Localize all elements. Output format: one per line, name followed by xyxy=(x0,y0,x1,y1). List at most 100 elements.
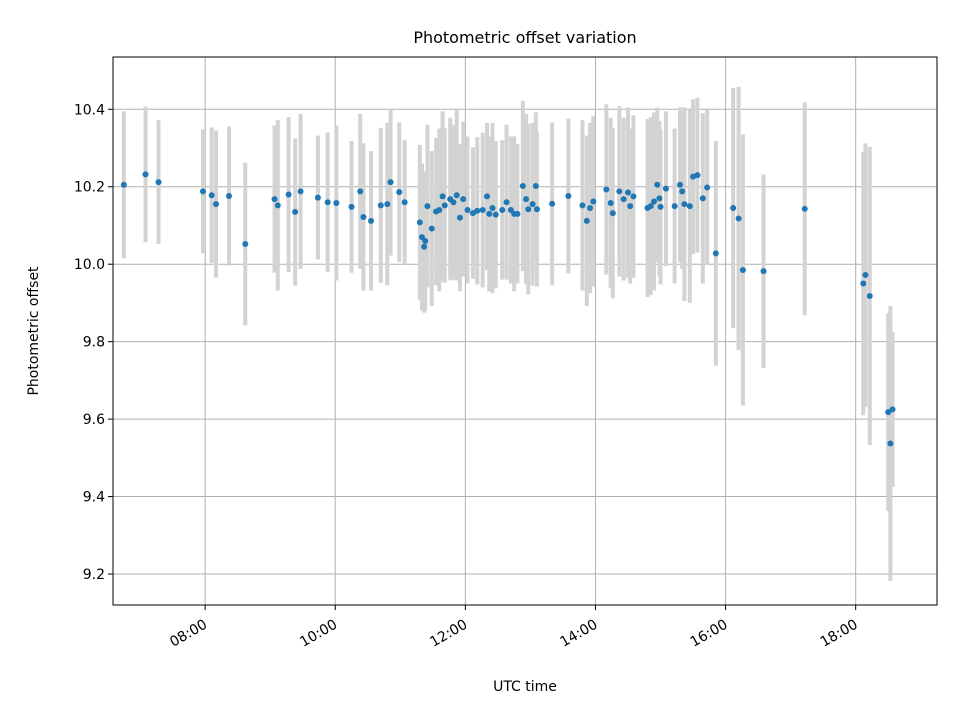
data-point xyxy=(525,206,532,213)
data-point xyxy=(357,188,364,195)
data-point xyxy=(514,210,521,217)
data-point xyxy=(333,200,340,207)
y-tick-label: 10.4 xyxy=(74,102,105,118)
data-point xyxy=(887,440,894,447)
data-point xyxy=(654,181,661,188)
data-point xyxy=(155,179,162,186)
data-point xyxy=(199,188,206,195)
data-point xyxy=(523,196,530,203)
data-point xyxy=(424,203,431,210)
data-point xyxy=(360,213,367,220)
data-point xyxy=(607,200,614,207)
data-point xyxy=(860,280,867,287)
data-point xyxy=(314,194,321,201)
data-point xyxy=(396,189,403,196)
data-point xyxy=(428,225,435,232)
data-point xyxy=(529,201,536,208)
data-point xyxy=(583,217,590,224)
data-point xyxy=(401,199,408,206)
data-point xyxy=(681,201,688,208)
data-point xyxy=(368,217,375,224)
data-point xyxy=(453,192,460,199)
data-point xyxy=(271,196,278,203)
y-tick-label: 9.8 xyxy=(83,335,105,351)
data-point xyxy=(421,243,428,250)
data-point xyxy=(226,193,233,200)
data-point xyxy=(760,268,767,275)
data-point xyxy=(384,201,391,208)
data-point xyxy=(484,193,491,200)
data-point xyxy=(324,199,331,206)
data-point xyxy=(450,199,457,206)
data-point xyxy=(862,272,869,279)
data-point xyxy=(739,267,746,274)
data-point xyxy=(603,186,610,193)
data-point xyxy=(208,192,215,199)
data-point xyxy=(479,206,486,213)
data-point xyxy=(274,202,281,209)
y-tick-label: 9.4 xyxy=(83,490,105,506)
data-point xyxy=(565,193,572,200)
data-point xyxy=(677,181,684,188)
data-point xyxy=(297,188,304,195)
data-point xyxy=(549,200,556,207)
data-point xyxy=(625,189,631,196)
data-point xyxy=(213,201,219,208)
data-point xyxy=(889,406,896,413)
y-tick-label: 9.2 xyxy=(83,567,105,583)
data-point xyxy=(686,203,693,210)
data-point xyxy=(292,208,299,215)
data-point xyxy=(486,210,493,217)
data-point xyxy=(671,203,678,210)
data-point xyxy=(456,214,463,221)
plot-frame xyxy=(112,56,938,606)
data-point xyxy=(464,206,471,213)
data-point xyxy=(441,202,448,209)
data-point xyxy=(620,196,627,203)
data-point xyxy=(657,203,664,210)
data-point xyxy=(348,203,355,210)
y-tick-label: 10.2 xyxy=(74,180,105,196)
data-point xyxy=(735,215,742,222)
y-tick-label: 10.0 xyxy=(74,257,105,273)
data-point xyxy=(439,193,446,200)
data-point xyxy=(656,195,663,202)
data-point xyxy=(651,198,658,205)
data-point xyxy=(579,202,586,209)
data-point xyxy=(120,181,127,188)
x-axis-label: UTC time xyxy=(493,679,557,695)
y-axis-ticks: 9.2 9.4 9.6 9.8 10.0 10.2 10.4 xyxy=(74,102,113,583)
data-point xyxy=(662,185,669,192)
data-point xyxy=(533,206,540,213)
data-point xyxy=(503,199,510,206)
data-point xyxy=(242,241,249,248)
data-point xyxy=(609,210,616,217)
data-point xyxy=(436,206,443,213)
data-point xyxy=(499,206,506,213)
data-point xyxy=(694,172,701,179)
data-point xyxy=(730,205,737,212)
data-point xyxy=(866,292,873,299)
data-point xyxy=(801,205,808,212)
data-point xyxy=(285,191,292,198)
data-point xyxy=(492,211,499,218)
data-point xyxy=(422,237,429,244)
data-point xyxy=(532,182,539,189)
chart-title: Photometric offset variation xyxy=(413,28,636,47)
data-point xyxy=(377,202,384,209)
data-point xyxy=(699,195,706,202)
data-point xyxy=(704,184,711,191)
y-tick-label: 9.6 xyxy=(83,412,105,428)
data-point xyxy=(142,171,149,178)
data-point xyxy=(630,193,637,200)
data-point xyxy=(416,219,423,226)
data-point xyxy=(474,207,481,214)
data-point xyxy=(627,203,634,210)
data-points xyxy=(120,171,896,447)
data-point xyxy=(885,409,892,416)
data-point xyxy=(519,182,526,189)
y-axis-label: Photometric offset xyxy=(26,266,42,396)
data-point xyxy=(647,203,654,210)
